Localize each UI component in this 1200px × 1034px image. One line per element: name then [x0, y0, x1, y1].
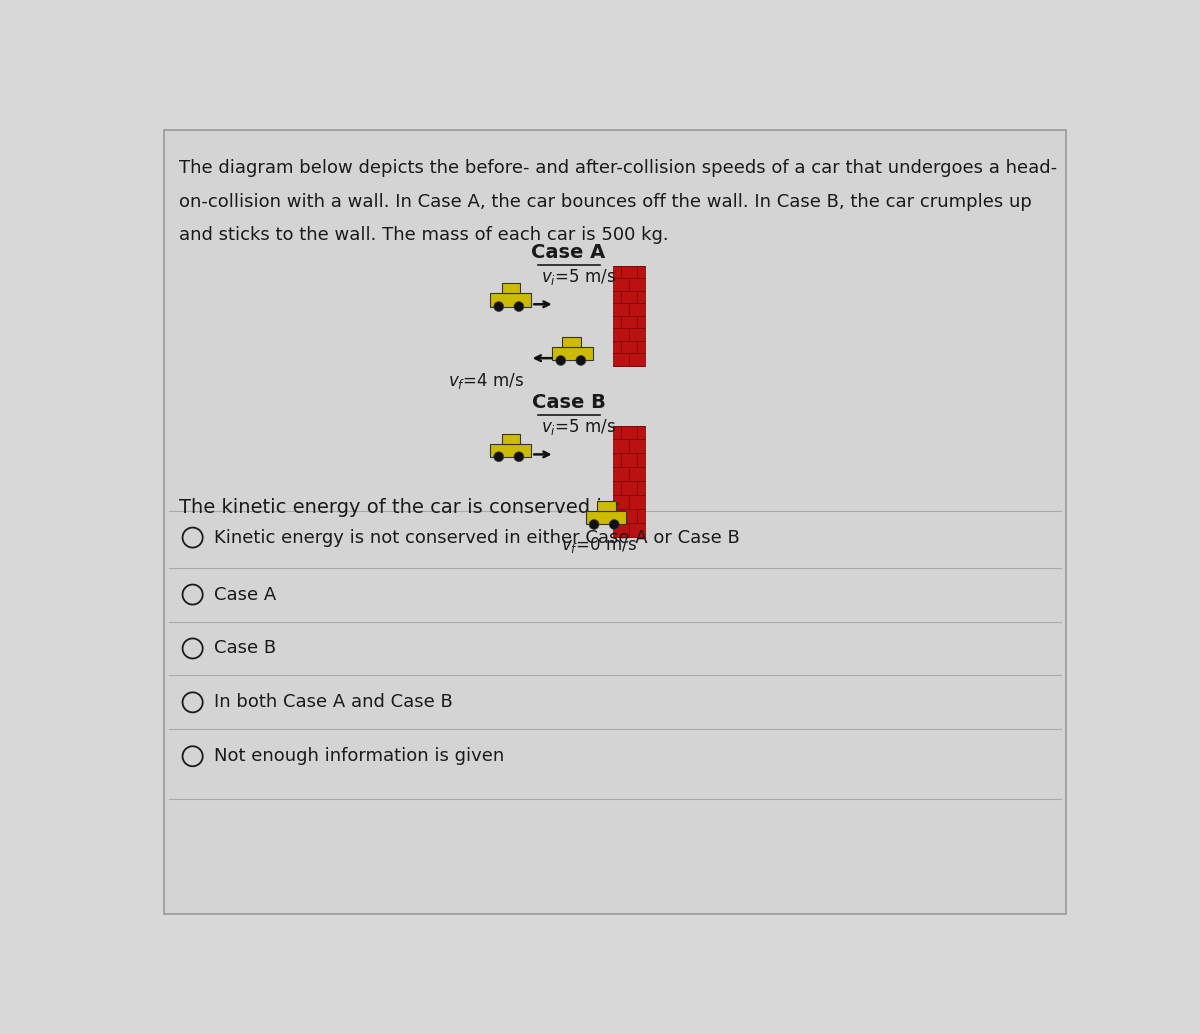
- Text: $v_i$=5 m/s: $v_i$=5 m/s: [541, 418, 617, 437]
- Bar: [502, 433, 521, 444]
- Text: Kinetic energy is not conserved in either Case A or Case B: Kinetic energy is not conserved in eithe…: [214, 528, 739, 547]
- Text: Case A: Case A: [532, 243, 606, 262]
- Text: The kinetic energy of the car is conserved in:: The kinetic energy of the car is conserv…: [180, 498, 622, 517]
- Circle shape: [556, 356, 565, 365]
- Text: In both Case A and Case B: In both Case A and Case B: [214, 694, 452, 711]
- Text: $v_f$=4 m/s: $v_f$=4 m/s: [448, 371, 523, 391]
- Bar: [491, 294, 530, 306]
- Text: on-collision with a wall. In Case A, the car bounces off the wall. In Case B, th: on-collision with a wall. In Case A, the…: [180, 192, 1032, 211]
- Bar: [491, 444, 530, 457]
- Text: Case A: Case A: [214, 585, 276, 604]
- Bar: [502, 283, 521, 294]
- Text: Case B: Case B: [214, 639, 276, 658]
- Bar: [613, 266, 646, 366]
- Circle shape: [493, 302, 504, 311]
- Bar: [613, 426, 646, 538]
- Circle shape: [589, 519, 599, 529]
- Text: $v_i$=5 m/s: $v_i$=5 m/s: [541, 268, 617, 287]
- Circle shape: [514, 302, 524, 311]
- Bar: [552, 347, 593, 361]
- Text: $v_f$=0 m/s: $v_f$=0 m/s: [560, 536, 637, 555]
- Circle shape: [610, 519, 619, 529]
- Text: Not enough information is given: Not enough information is given: [214, 748, 504, 765]
- Text: and sticks to the wall. The mass of each car is 500 kg.: and sticks to the wall. The mass of each…: [180, 225, 670, 244]
- Text: The diagram below depicts the before- and after-collision speeds of a car that u: The diagram below depicts the before- an…: [180, 159, 1057, 178]
- Circle shape: [514, 452, 524, 461]
- Bar: [563, 337, 581, 347]
- Text: Case B: Case B: [532, 393, 606, 413]
- Circle shape: [493, 452, 504, 461]
- Bar: [598, 501, 616, 512]
- Bar: [586, 512, 626, 524]
- Circle shape: [576, 356, 586, 365]
